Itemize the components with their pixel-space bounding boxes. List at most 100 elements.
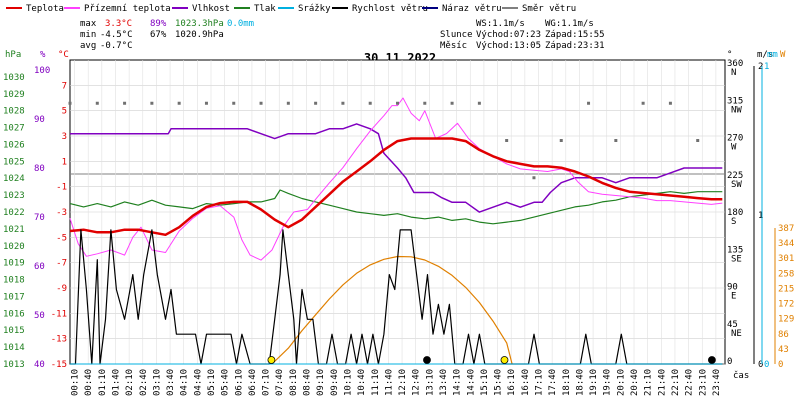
- tick-temp-1: 5: [62, 107, 67, 117]
- tick-temp-4: -1: [56, 183, 67, 193]
- tick-time-45: 22:40: [685, 369, 695, 396]
- tick-time-40: 20:10: [616, 369, 626, 396]
- tick-time-44: 22:10: [671, 369, 681, 396]
- tick-hpa-1: 1029: [3, 90, 25, 100]
- tick-time-5: 02:40: [139, 369, 149, 396]
- tick-time-8: 04:10: [180, 369, 190, 396]
- astro-marker-0: [267, 356, 276, 364]
- astro-marker-2: [423, 356, 431, 364]
- tick-hpa-13: 1017: [3, 292, 25, 302]
- stat-sun-set: Západ:15:55: [545, 30, 605, 40]
- tick-time-27: 13:40: [439, 369, 449, 396]
- tick-time-22: 11:10: [371, 369, 381, 396]
- tick-temp-3: 1: [62, 157, 67, 167]
- tick-dir-name-1: NW: [731, 105, 742, 115]
- tick-time-18: 09:10: [316, 369, 326, 396]
- legend-label-6: Náraz větru: [442, 4, 502, 14]
- axis-title-sun: W: [780, 50, 786, 60]
- tick-time-39: 19:40: [603, 369, 613, 396]
- wind-dir-point-2: [123, 101, 127, 105]
- wind-dir-point-16: [505, 139, 509, 142]
- tick-hpa-10: 1020: [3, 242, 25, 252]
- tick-hum-5: 50: [34, 311, 45, 321]
- tick-wind-0: 2: [758, 62, 763, 72]
- tick-dir-deg-0: 360: [727, 59, 743, 69]
- tick-time-23: 11:40: [384, 369, 394, 396]
- tick-dir-deg-1: 315: [727, 96, 743, 106]
- tick-sun-4: 215: [778, 284, 794, 294]
- axis-title-dir: °: [727, 50, 732, 60]
- series-ground-temp: [69, 97, 723, 261]
- tick-time-37: 18:40: [575, 369, 585, 396]
- legend: Teplota Přízemní teplota Vlhkost Tlak Srážky…: [6, 4, 576, 14]
- tick-wind-2: 0: [758, 360, 763, 370]
- tick-dir-name-0: N: [731, 68, 736, 78]
- stat-max-rain: 0.0mm: [227, 19, 254, 29]
- tick-sun-7: 86: [778, 330, 789, 340]
- legend-label-2: Vlhkost: [192, 4, 230, 14]
- stats-block: max 3.3°C 89% 1023.3hPa 0.0mm min -4.5°C…: [80, 19, 605, 51]
- tick-rain-0: 1: [764, 62, 769, 72]
- stat-avg-temp: -0.7°C: [100, 41, 133, 51]
- tick-temp-8: -9: [56, 284, 67, 294]
- tick-time-0: 00:10: [71, 369, 81, 396]
- tick-time-9: 04:40: [193, 369, 203, 396]
- wind-dir-point-5: [204, 101, 208, 105]
- stat-max-label: max: [80, 19, 97, 29]
- tick-temp-9: -11: [51, 309, 67, 319]
- tick-sun-3: 258: [778, 269, 794, 279]
- stat-max-press: 1023.3hPa: [175, 19, 224, 29]
- wind-dir-point-0: [68, 101, 72, 105]
- wind-dir-point-1: [95, 101, 99, 105]
- tick-dir-name-2: W: [731, 143, 737, 153]
- tick-temp-10: -13: [51, 335, 67, 345]
- axis-title-hpa: hPa: [5, 50, 21, 60]
- tick-temp-6: -5: [56, 233, 67, 243]
- tick-hum-1: 90: [34, 115, 45, 125]
- tick-time-38: 19:10: [589, 369, 599, 396]
- tick-temp-11: -15: [51, 360, 67, 370]
- plot-area: [69, 59, 726, 365]
- stat-moon-rise: Východ:13:05: [476, 41, 541, 51]
- series-layer: [68, 97, 723, 365]
- tick-dir-name-6: E: [731, 292, 736, 302]
- wind-dir-point-8: [286, 101, 290, 105]
- legend-label-1: Přízemní teplota: [84, 4, 171, 14]
- stat-min-temp: -4.5°C: [100, 30, 133, 40]
- stat-min-label: min: [80, 30, 96, 40]
- stat-sun-label: Slunce: [440, 30, 473, 40]
- wind-dir-point-15: [477, 101, 481, 105]
- tick-sun-5: 172: [778, 300, 794, 310]
- wind-dir-point-18: [559, 139, 563, 142]
- tick-time-42: 21:10: [644, 369, 654, 396]
- wind-dir-point-22: [668, 101, 672, 105]
- axis-title-temp: °C: [58, 50, 69, 60]
- tick-hpa-7: 1023: [3, 191, 25, 201]
- wind-dir-point-10: [341, 101, 345, 105]
- stat-min-hum: 67%: [150, 30, 167, 40]
- tick-time-13: 06:40: [248, 369, 258, 396]
- tick-time-43: 21:40: [657, 369, 667, 396]
- tick-dir-name-4: S: [731, 217, 736, 227]
- wind-dir-point-12: [396, 101, 399, 105]
- tick-dir-name-3: SW: [731, 180, 742, 190]
- wind-dir-point-11: [368, 101, 372, 105]
- tick-dir-deg-3: 225: [727, 171, 743, 181]
- tick-time-6: 03:10: [152, 369, 162, 396]
- tick-time-47: 23:40: [712, 369, 722, 396]
- tick-time-1: 00:40: [84, 369, 94, 396]
- tick-dir-name-5: SE: [731, 254, 742, 264]
- tick-dir-deg-7: 45: [727, 320, 738, 330]
- series-temperature: [69, 137, 723, 237]
- axis-title-hum: %: [40, 50, 46, 60]
- tick-sun-0: 387: [778, 224, 794, 234]
- tick-hum-2: 80: [34, 164, 45, 174]
- wind-dir-point-19: [587, 101, 591, 105]
- tick-time-19: 09:40: [330, 369, 340, 396]
- stat-max-temp: 3.3°C: [105, 19, 132, 29]
- tick-hpa-6: 1024: [3, 174, 25, 184]
- tick-hpa-16: 1014: [3, 343, 25, 353]
- tick-time-34: 17:10: [535, 369, 545, 396]
